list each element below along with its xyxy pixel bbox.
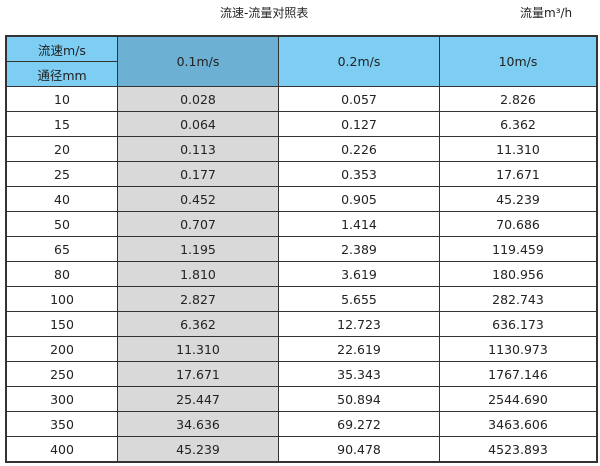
table-row: 10 0.028 0.057 2.826 — [5, 86, 598, 112]
diameter-cell: 40 — [5, 186, 118, 212]
flow-cell: 22.619 — [278, 336, 440, 362]
flow-cell: 2.827 — [117, 286, 279, 312]
diameter-cell: 10 — [5, 86, 118, 112]
table-row: 150 6.362 12.723 636.173 — [5, 311, 598, 337]
flow-cell: 4523.893 — [439, 436, 598, 463]
table-row: 40 0.452 0.905 45.239 — [5, 186, 598, 212]
column-header: 0.2m/s — [278, 35, 440, 87]
flow-cell: 1.414 — [278, 211, 440, 237]
flow-cell: 6.362 — [439, 111, 598, 137]
table-row: 200 11.310 22.619 1130.973 — [5, 336, 598, 362]
flow-cell: 2.389 — [278, 236, 440, 262]
flow-cell: 1.810 — [117, 261, 279, 287]
table-row: 80 1.810 3.619 180.956 — [5, 261, 598, 287]
diameter-cell: 150 — [5, 311, 118, 337]
diameter-cell: 400 — [5, 436, 118, 463]
flow-cell: 0.127 — [278, 111, 440, 137]
flow-cell: 90.478 — [278, 436, 440, 463]
table-row: 300 25.447 50.894 2544.690 — [5, 386, 598, 412]
flow-cell: 6.362 — [117, 311, 279, 337]
diameter-cell: 65 — [5, 236, 118, 262]
flow-cell: 1130.973 — [439, 336, 598, 362]
flow-cell: 5.655 — [278, 286, 440, 312]
flow-cell: 119.459 — [439, 236, 598, 262]
flow-cell: 2544.690 — [439, 386, 598, 412]
flow-table: 流速m/s 0.1m/s 0.2m/s 10m/s 通径mm 10 0.028 0.… — [5, 35, 598, 463]
flow-cell: 3.619 — [278, 261, 440, 287]
flow-cell: 12.723 — [278, 311, 440, 337]
flow-cell: 25.447 — [117, 386, 279, 412]
flow-cell: 282.743 — [439, 286, 598, 312]
flow-cell: 0.177 — [117, 161, 279, 187]
flow-cell: 1767.146 — [439, 361, 598, 387]
flow-cell: 45.239 — [439, 186, 598, 212]
flow-cell: 0.064 — [117, 111, 279, 137]
flow-cell: 2.826 — [439, 86, 598, 112]
table-row: 25 0.177 0.353 17.671 — [5, 161, 598, 187]
flow-cell: 0.452 — [117, 186, 279, 212]
diameter-cell: 15 — [5, 111, 118, 137]
table-row: 400 45.239 90.478 4523.893 — [5, 436, 598, 463]
flow-cell: 34.636 — [117, 411, 279, 437]
table-row: 50 0.707 1.414 70.686 — [5, 211, 598, 237]
flow-cell: 50.894 — [278, 386, 440, 412]
diameter-cell: 25 — [5, 161, 118, 187]
flow-cell: 17.671 — [117, 361, 279, 387]
diameter-cell: 80 — [5, 261, 118, 287]
diameter-cell: 20 — [5, 136, 118, 162]
flow-cell: 11.310 — [439, 136, 598, 162]
diameter-cell: 350 — [5, 411, 118, 437]
table-row: 100 2.827 5.655 282.743 — [5, 286, 598, 312]
flow-cell: 0.057 — [278, 86, 440, 112]
flow-cell: 70.686 — [439, 211, 598, 237]
diameter-cell: 300 — [5, 386, 118, 412]
table-row: 250 17.671 35.343 1767.146 — [5, 361, 598, 387]
flow-cell: 0.113 — [117, 136, 279, 162]
table-row: 65 1.195 2.389 119.459 — [5, 236, 598, 262]
unit-label: 流量m³/h — [520, 6, 573, 20]
table-row: 20 0.113 0.226 11.310 — [5, 136, 598, 162]
flow-cell: 1.195 — [117, 236, 279, 262]
diameter-cell: 100 — [5, 286, 118, 312]
flow-cell: 0.707 — [117, 211, 279, 237]
flow-cell: 3463.606 — [439, 411, 598, 437]
flow-cell: 69.272 — [278, 411, 440, 437]
flow-cell: 17.671 — [439, 161, 598, 187]
diameter-cell: 250 — [5, 361, 118, 387]
flow-cell: 0.905 — [278, 186, 440, 212]
velocity-header: 流速m/s — [5, 35, 118, 62]
table-row: 350 34.636 69.272 3463.606 — [5, 411, 598, 437]
flow-cell: 0.353 — [278, 161, 440, 187]
flow-cell: 0.226 — [278, 136, 440, 162]
table-title: 流速-流量对照表 — [220, 6, 309, 20]
flow-cell: 180.956 — [439, 261, 598, 287]
diameter-header: 通径mm — [5, 61, 118, 87]
diameter-cell: 200 — [5, 336, 118, 362]
flow-cell: 11.310 — [117, 336, 279, 362]
flow-cell: 35.343 — [278, 361, 440, 387]
column-header: 10m/s — [439, 35, 598, 87]
table-row: 15 0.064 0.127 6.362 — [5, 111, 598, 137]
column-header: 0.1m/s — [117, 35, 279, 87]
flow-cell: 636.173 — [439, 311, 598, 337]
diameter-cell: 50 — [5, 211, 118, 237]
flow-cell: 45.239 — [117, 436, 279, 463]
flow-cell: 0.028 — [117, 86, 279, 112]
